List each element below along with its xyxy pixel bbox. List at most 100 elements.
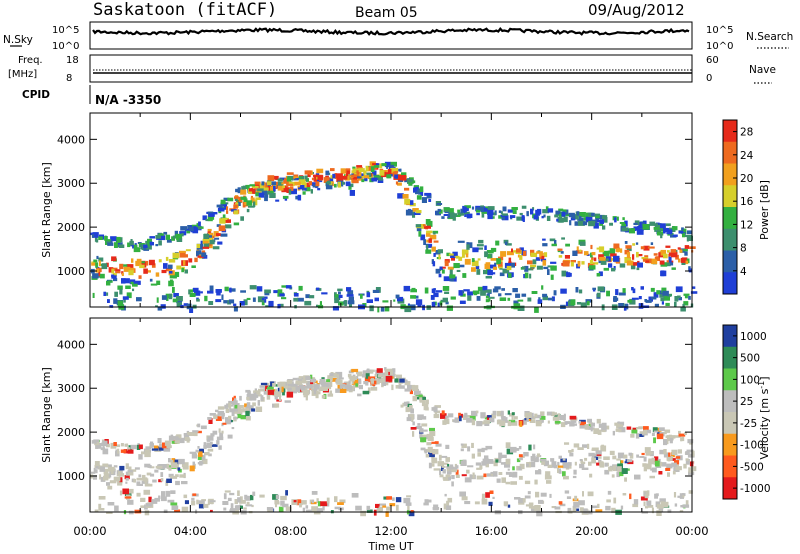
range-cell [460, 448, 464, 452]
range-cell [494, 286, 501, 290]
range-cell [578, 420, 581, 424]
range-cell [410, 408, 414, 414]
range-cell [498, 293, 502, 297]
range-cell [572, 214, 576, 219]
range-cell [352, 179, 359, 184]
range-cell [597, 214, 605, 220]
range-cell [106, 241, 112, 244]
range-cell [91, 471, 96, 474]
range-cell [321, 386, 328, 391]
range-cell [437, 208, 441, 212]
range-cell [599, 461, 604, 467]
range-cell [446, 305, 453, 311]
range-cell [198, 221, 201, 226]
range-cell [647, 246, 655, 249]
range-cell [323, 177, 330, 183]
range-cell [616, 216, 619, 221]
range-cell [563, 475, 569, 480]
range-cell [114, 242, 118, 248]
range-cell [305, 385, 312, 388]
range-cell [487, 269, 493, 276]
colorbar-tick-label: -100 [740, 440, 764, 452]
range-cell [173, 293, 179, 298]
range-cell [537, 453, 541, 457]
range-cell [398, 175, 403, 181]
range-cell [182, 465, 189, 470]
range-cell [282, 195, 289, 199]
range-cell [674, 301, 677, 307]
range-cell [637, 262, 643, 268]
range-cell [583, 508, 588, 514]
range-cell [637, 254, 643, 257]
range-cell [165, 234, 170, 240]
range-cell [384, 161, 391, 168]
power-ylabel: Slant Range [km] [40, 162, 53, 258]
range-cell [568, 462, 572, 466]
range-cell [136, 297, 142, 302]
range-cell [572, 250, 578, 256]
range-cell [258, 394, 262, 397]
range-cell [587, 491, 594, 497]
range-cell [691, 286, 696, 289]
range-cell [666, 250, 670, 253]
range-cell [471, 260, 479, 267]
range-cell [393, 299, 396, 302]
range-cell [246, 402, 251, 408]
range-cell [205, 218, 209, 222]
range-cell [461, 496, 468, 501]
freq-unit: [MHz] [8, 69, 37, 80]
range-cell [557, 468, 561, 472]
range-cell [532, 259, 537, 265]
range-cell [306, 380, 309, 385]
range-cell [186, 303, 192, 310]
colorbar-tick-label: 16 [740, 196, 754, 208]
range-cell [339, 383, 346, 389]
range-cell [609, 248, 616, 254]
range-cell [648, 460, 655, 465]
range-cell [152, 479, 157, 483]
range-cell [268, 300, 274, 307]
velocity-xlabel: Time UT [367, 540, 413, 553]
date-label: 09/Aug/2012 [588, 1, 685, 19]
range-cell [304, 170, 312, 175]
range-cell [435, 443, 442, 447]
range-cell [419, 397, 425, 403]
range-cell [593, 428, 599, 434]
range-cell [297, 377, 303, 381]
range-cell [136, 258, 142, 265]
range-cell [133, 478, 136, 483]
range-cell [145, 270, 151, 273]
range-cell [130, 281, 134, 285]
range-cell [426, 499, 432, 503]
colorbar-tick-label: 12 [740, 219, 753, 231]
range-cell [98, 503, 102, 509]
range-cell [450, 469, 457, 473]
range-cell [654, 223, 659, 228]
range-cell [223, 507, 227, 511]
range-cell [351, 381, 354, 385]
range-cell [177, 438, 185, 444]
range-cell [577, 218, 581, 221]
range-cell [270, 186, 275, 192]
range-cell [577, 260, 581, 267]
range-cell [634, 474, 641, 480]
range-cell [103, 291, 107, 296]
range-cell [471, 258, 475, 262]
range-cell [243, 299, 248, 306]
range-cell [155, 272, 160, 277]
range-cell [403, 401, 408, 406]
xtick-label: 04:00 [174, 524, 207, 538]
range-cell [110, 236, 117, 242]
range-cell [674, 460, 680, 465]
range-cell [546, 215, 551, 221]
range-cell [446, 471, 452, 475]
range-cell [151, 448, 158, 451]
range-cell [579, 241, 586, 246]
range-cell [564, 442, 570, 445]
range-cell [579, 249, 582, 253]
xtick-label: 20:00 [575, 524, 608, 538]
range-cell [175, 233, 183, 239]
range-cell [588, 461, 592, 466]
range-cell [422, 429, 428, 432]
range-cell [233, 204, 238, 209]
